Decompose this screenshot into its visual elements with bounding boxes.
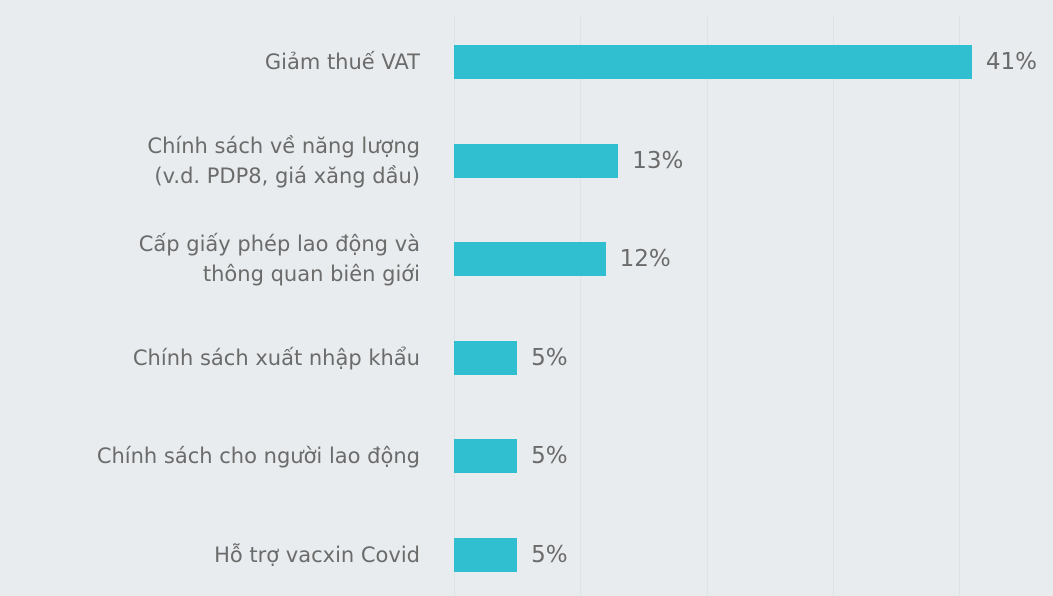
category-label: Chính sách xuất nhập khẩu [132,345,420,370]
grid-line [454,15,455,596]
grid-line [706,15,708,596]
category-label: Chính sách cho người lao động [96,444,420,469]
grid-line [580,15,582,596]
grid-line [832,15,834,596]
bar [454,340,518,375]
grid-line [959,15,961,596]
category-label: Hỗ trợ vacxin Covid [214,543,420,567]
value-label: 5% [531,443,568,470]
category-label: Cấp giấy phép lao động và thông quan biê… [138,232,420,287]
category-label: Giảm thuế VAT [264,50,420,74]
value-label: 12% [619,246,671,273]
category-label: Chính sách về năng lượng (v.d. PDP8, giá… [147,133,420,188]
bar [454,242,606,277]
bar [454,45,972,79]
value-label: 5% [531,542,568,568]
bar [454,143,619,178]
value-label: 41% [985,49,1038,75]
bar [454,439,518,474]
bar [454,538,518,572]
value-label: 13% [632,147,684,174]
value-label: 5% [531,344,568,371]
